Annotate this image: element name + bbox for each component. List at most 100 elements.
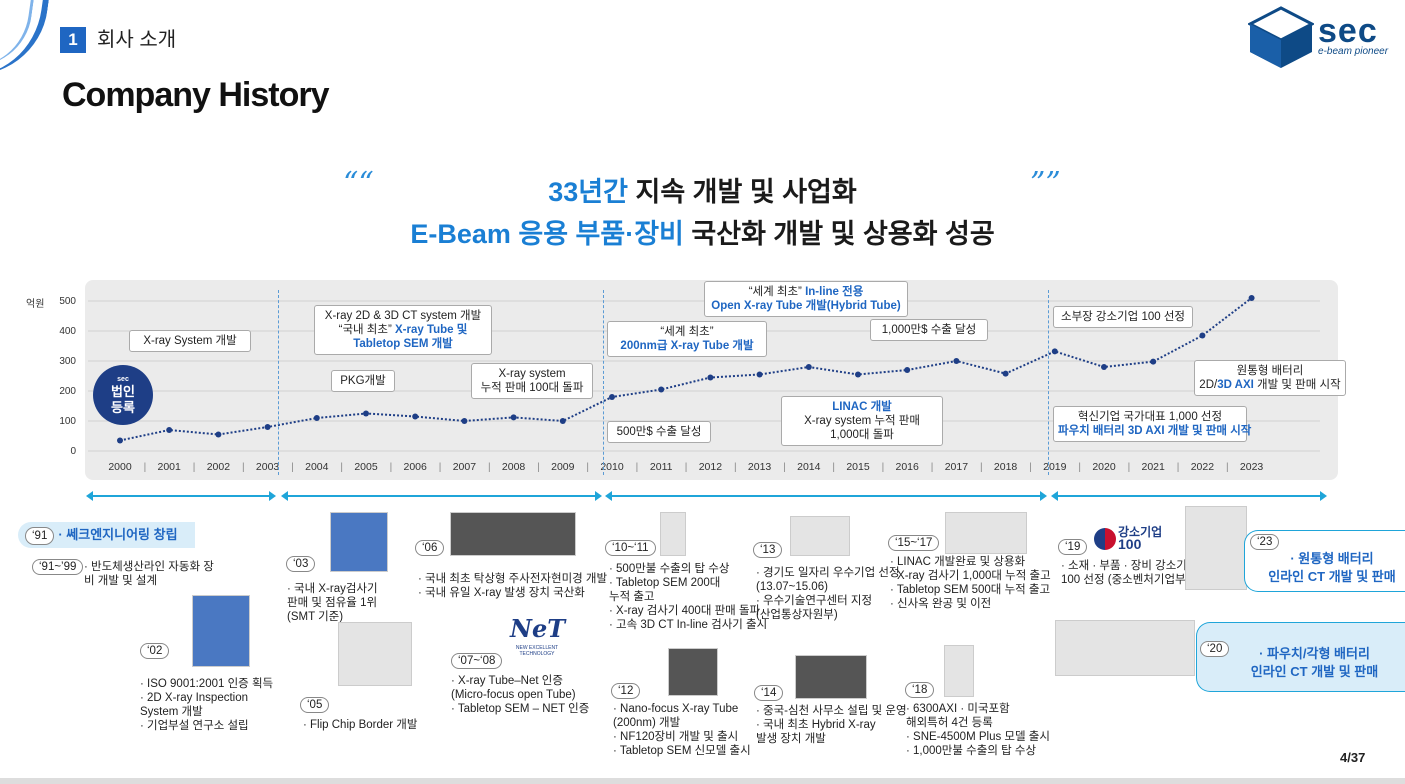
x-tick-label: 2005 xyxy=(354,461,378,473)
milestone-91-band: ‘91 · 쎄크엔지니어링 창립 xyxy=(18,522,195,548)
milestone-year-07-08: ‘07~‘08 xyxy=(451,653,503,669)
callout-text: X-ray system xyxy=(498,368,566,380)
x-tick-label: 2002 xyxy=(206,461,231,473)
data-point xyxy=(1199,332,1206,339)
callout-text: 원통형 배터리 xyxy=(1236,365,1304,377)
x-tick-label: 2017 xyxy=(944,461,969,473)
callout-text: 1,000대 돌파 xyxy=(830,429,894,441)
milestone-line: · Tabletop SEM 500대 누적 출고 xyxy=(890,584,1051,596)
milestone-line: (SMT 기준) xyxy=(287,611,344,623)
milestone-line: · 국내 최초 Hybrid X-ray xyxy=(756,719,876,731)
callout-text: “세계 최초” xyxy=(748,286,806,298)
period-arrow-3 xyxy=(605,491,1047,501)
data-point xyxy=(1101,364,1107,370)
callout-2017: 1,000만$ 수출 달성 xyxy=(870,319,988,341)
data-point xyxy=(1002,370,1009,377)
data-point xyxy=(166,427,173,433)
milestone-line: · Tabletop SEM – NET 인증 xyxy=(451,703,590,715)
callout-text: PKG개발 xyxy=(340,375,386,387)
milestone-15-17-text: · LINAC 개발완료 및 상용화 · X-ray 검사기 1,000대 누적… xyxy=(890,555,1051,611)
x-tick-label: 2023 xyxy=(1239,461,1264,473)
milestone-line: · 중국-심천 사무소 설립 및 운영 xyxy=(756,705,907,717)
data-point xyxy=(559,418,566,424)
ct-inspector-image xyxy=(660,512,686,556)
x-tick-separator: | xyxy=(684,462,688,473)
milestone-line: 판매 및 점유율 1위 xyxy=(287,597,378,609)
milestone-line: 인라인 CT 개발 및 판매 xyxy=(1268,569,1396,584)
milestone-year: ‘91 xyxy=(25,527,55,545)
milestone-line: · 500만불 수출의 탑 수상 xyxy=(609,563,730,575)
callout-text: X-ray system 누적 판매 xyxy=(804,415,920,427)
strong-company-label: 강소기업 xyxy=(1118,525,1163,539)
x-tick-separator: | xyxy=(930,462,934,473)
x-ray-machine-image xyxy=(192,595,250,667)
data-point xyxy=(756,371,763,378)
x-tick-separator: | xyxy=(488,462,491,473)
x-tick-separator: | xyxy=(635,462,639,473)
milestone-title: · 쎄크엔지니어링 창립 xyxy=(58,527,178,542)
callout-2001: X-ray System 개발 xyxy=(129,330,251,352)
x-tick-label: 2016 xyxy=(895,461,919,473)
milestone-line: · 소재 · 부품 · 장비 강소기업 xyxy=(1061,560,1198,572)
period-divider xyxy=(1048,290,1049,475)
callout-text: 혁신기업 국가대표 1,000 선정 xyxy=(1077,411,1223,423)
callout-2005: PKG개발 xyxy=(331,370,395,392)
milestone-line: · 경기도 일자리 우수기업 선정 xyxy=(756,567,900,579)
milestone-12-text: · Nano-focus X-ray Tube (200nm) 개발 · NF1… xyxy=(613,702,751,758)
milestone-line: · Flip Chip Border 개발 xyxy=(303,719,418,731)
data-point xyxy=(313,415,320,421)
callout-text-highlight: 200nm급 X-ray Tube 개발 xyxy=(620,340,754,352)
milestone-91-99-text: · 반도체생산라인 자동화 장 비 개발 및 설계 xyxy=(84,560,214,588)
milestone-line: 100 선정 (중소벤처기업부) xyxy=(1061,574,1190,586)
callout-2011: 500만$ 수출 달성 xyxy=(607,421,711,443)
milestone-line: System 개발 xyxy=(140,706,203,718)
y-tick-label: 300 xyxy=(59,356,76,367)
data-point xyxy=(1248,295,1255,301)
milestone-line: · X-ray 검사기 1,000대 누적 출고 xyxy=(890,570,1051,582)
y-tick-label: 0 xyxy=(70,446,76,457)
milestone-year-02: ‘02 xyxy=(140,643,170,659)
period-arrow-2 xyxy=(281,491,602,501)
milestone-line: · LINAC 개발완료 및 상용화 xyxy=(890,556,1026,568)
milestone-line: · Tabletop SEM 신모델 출시 xyxy=(613,745,751,757)
milestone-line: · ISO 9001:2001 인증 획득 xyxy=(140,678,274,690)
milestone-13-text: · 경기도 일자리 우수기업 선정 (13.07~15.06) · 우수기술연구… xyxy=(756,566,900,622)
milestone-line: 발생 장치 개발 xyxy=(756,733,826,745)
milestone-year-18: ‘18 xyxy=(905,682,935,698)
milestone-05-text: · Flip Chip Border 개발 xyxy=(303,718,417,732)
data-point xyxy=(904,367,911,373)
hybrid-xray-image xyxy=(795,655,867,699)
milestone-line: · 국내 최초 탁상형 주사전자현미경 개발 xyxy=(418,573,608,585)
section-title: 회사 소개 xyxy=(97,29,177,51)
data-point xyxy=(412,413,419,420)
callout-2014: “세계 최초” In-line 전용 Open X-ray Tube 개발(Hy… xyxy=(704,281,908,317)
open-quote: ““ xyxy=(343,166,374,201)
milestone-year-19: ‘19 xyxy=(1058,539,1088,555)
logo-wordmark: sec xyxy=(1318,12,1378,50)
x-tick-separator: | xyxy=(1176,462,1180,473)
logo-tagline: e-beam pioneer xyxy=(1318,46,1389,57)
milestone-line: (Micro-focus open Tube) xyxy=(451,689,576,701)
milestone-23-text: · 원통형 배터리 인라인 CT 개발 및 판매 xyxy=(1262,550,1402,586)
data-point xyxy=(461,418,468,424)
callout-text: 누적 판매 100대 돌파 xyxy=(480,382,584,394)
milestone-line: · Tabletop SEM 200대 xyxy=(609,577,721,589)
milestone-year-15-17: ‘15~‘17 xyxy=(888,535,940,551)
callout-text: 500만$ 수출 달성 xyxy=(616,426,702,438)
callout-text: “국내 최초” xyxy=(338,324,395,336)
award-plaque-image xyxy=(790,516,850,556)
callout-text: X-ray System 개발 xyxy=(143,335,237,347)
x-tick-separator: | xyxy=(242,462,245,473)
nanofocus-tube-image xyxy=(668,648,718,696)
strong-company-logo: 강소기업 100 xyxy=(1118,525,1163,551)
callout-text-highlight: Tabletop SEM 개발 xyxy=(353,338,453,350)
data-point xyxy=(363,410,369,417)
x-tick-separator: | xyxy=(438,462,442,473)
axi-machine-image xyxy=(944,645,974,697)
milestone-line: 누적 출고 xyxy=(609,591,655,603)
x-tick-label: 2003 xyxy=(255,461,280,473)
milestone-year-14: ‘14 xyxy=(754,685,784,701)
x-tick-label: 2015 xyxy=(846,461,870,473)
callout-2019: 소부장 강소기업 100 선정 xyxy=(1053,306,1193,328)
x-tick-label: 2020 xyxy=(1092,461,1116,473)
